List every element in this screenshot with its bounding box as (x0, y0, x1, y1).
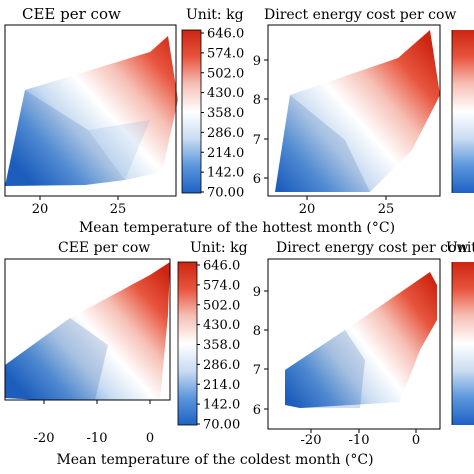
x-tick-label: 0 (146, 431, 154, 446)
x-tick-label: -10 (349, 433, 370, 448)
x-tick-label: 25 (110, 202, 127, 217)
colorbar-tick-label: 430.0 (203, 318, 240, 333)
x-tick-label: 0 (412, 433, 420, 448)
colorbar-tick-label: 214.0 (203, 378, 240, 393)
colorbar-unit-label: Unit: kg (190, 240, 248, 256)
panel-title: CEE per cow (22, 5, 121, 23)
colorbar-tick-label: 70.00 (203, 418, 240, 433)
colorbar-tick-label: 214.0 (207, 146, 244, 161)
heatmap-field (285, 272, 437, 408)
heatmap-field (5, 262, 170, 400)
y-tick-label: 9 (253, 54, 261, 69)
y-tick-label: 7 (253, 133, 261, 148)
colorbar-gradient (452, 30, 474, 193)
panel-title: CEE per cow (58, 240, 150, 256)
panel-title: Direct energy cost per cow (276, 240, 468, 256)
colorbar-tick-label: 574.0 (207, 46, 244, 61)
plot-frame (4, 24, 177, 197)
colorbar-tick-label: 646.0 (207, 27, 244, 42)
panel-title: Direct energy cost per cow (264, 7, 456, 23)
plot-frame (267, 24, 441, 197)
panel-bottom-left: CEE per cow -20 -10 0 (4, 240, 171, 446)
colorbar-tick-label: 646.0 (203, 259, 240, 274)
colorbar-tick-label: 286.0 (207, 126, 244, 141)
heatmap-shading (275, 95, 370, 192)
y-tick-label: 6 (253, 403, 261, 418)
y-tick-label: 8 (253, 93, 261, 108)
colorbar-gradient (182, 30, 201, 193)
colorbar-tick-label: 358.0 (207, 106, 244, 121)
x-tick-label: -20 (34, 431, 55, 446)
colorbar-frame (181, 29, 202, 194)
y-tick-label: 6 (253, 172, 261, 187)
colorbar-tick-label: 574.0 (203, 278, 240, 293)
y-tick-label: 9 (253, 285, 261, 300)
heatmap-field (275, 30, 440, 192)
y-tick-label: 7 (253, 363, 261, 378)
colorbar-unit-label: Unit: kg (186, 7, 244, 23)
colorbar-tick-label: 502.0 (207, 66, 244, 81)
colorbar-tick-label: 358.0 (203, 338, 240, 353)
plot-frame (4, 258, 171, 401)
colorbar-unit-label: Unit: (446, 240, 474, 256)
plot-frame (267, 258, 441, 430)
panel-top-right: Direct energy cost per cow 9 8 7 6 20 25 (253, 7, 474, 217)
x-tick-label: -20 (301, 433, 322, 448)
colorbar-tick-label: 142.0 (203, 398, 240, 413)
colorbar-tick-label: 286.0 (203, 358, 240, 373)
heatmap-shading (285, 330, 365, 408)
heatmap-shading (5, 90, 125, 186)
colorbar-top: Unit: kg 646.0 574.0 502.0 430.0 358.0 286.0 2… (181, 7, 244, 201)
colorbar-gradient (178, 262, 197, 425)
x-axis-label-bottom: Mean temperature of the coldest month (°… (56, 452, 373, 468)
colorbar-gradient (452, 262, 474, 425)
panel-top-left: CEE per cow 20 25 (4, 5, 178, 217)
colorbar-tick-label: 430.0 (207, 86, 244, 101)
colorbar-frame (177, 261, 198, 426)
heatmap-field (5, 36, 178, 186)
heatmap-shading (5, 318, 108, 400)
colorbar-bottom: Unit: kg 646.0 574.0 502.0 430.0 358.0 286.0 2… (177, 240, 248, 433)
colorbar-tick-label: 70.00 (207, 186, 244, 201)
x-axis-label-top: Mean temperature of the hottest month (°… (79, 220, 395, 236)
x-tick-label: -10 (87, 431, 108, 446)
x-tick-label: 20 (32, 202, 49, 217)
y-tick-label: 8 (253, 324, 261, 339)
x-tick-label: 20 (299, 202, 316, 217)
colorbar-tick-label: 142.0 (207, 166, 244, 181)
x-tick-label: 25 (378, 202, 395, 217)
panel-bottom-right: Direct energy cost per cow 9 8 7 6 -20 -… (253, 240, 474, 448)
heatmap-shading (88, 120, 150, 180)
colorbar-tick-label: 502.0 (203, 298, 240, 313)
